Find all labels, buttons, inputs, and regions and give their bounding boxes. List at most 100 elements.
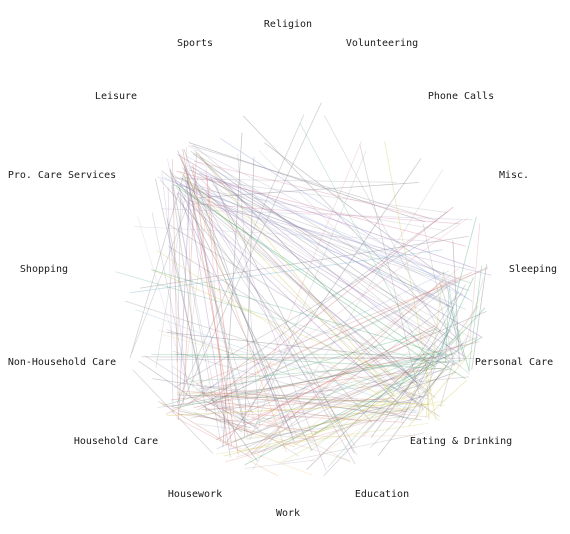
transition-line-housework-household_care xyxy=(207,401,259,429)
transition-line-leisure-work xyxy=(169,169,313,451)
transition-line-personal_care-work xyxy=(306,328,449,470)
transition-line-leisure-education xyxy=(180,158,356,465)
transition-line-eating-household_care xyxy=(216,395,418,411)
transition-line-leisure-nonhousehold_care xyxy=(131,176,199,354)
transition-line-sleeping-personal_care xyxy=(462,278,484,355)
transition-line-leisure-sleeping xyxy=(187,165,468,291)
transition-line-sleeping-household_care xyxy=(165,271,473,415)
transition-line-personal_care-housework xyxy=(244,343,464,449)
transition-line-personal_care-education xyxy=(370,371,445,448)
transition-line-personal_care-work xyxy=(309,332,462,452)
transition-line-leisure-housework xyxy=(183,166,248,435)
transition-line-sleeping-eating xyxy=(415,309,457,420)
transition-line-leisure-nonhousehold_care xyxy=(155,167,191,369)
transition-line-leisure-household_care xyxy=(171,158,180,421)
transition-line-personal_care-housework xyxy=(265,327,437,428)
transition-line-volunteering-eating xyxy=(384,141,437,421)
transition-line-housework-household_care xyxy=(211,398,258,462)
transition-line-personal_care-household_care xyxy=(199,353,454,390)
transition-line-housework-household_care xyxy=(203,406,255,435)
transition-line-sleeping-personal_care xyxy=(442,272,461,337)
transition-line-leisure-personal_care xyxy=(192,144,471,375)
node-label-phone-calls: Phone Calls xyxy=(428,91,494,102)
transition-line-work-housework xyxy=(236,427,295,448)
transition-line-sleeping-personal_care xyxy=(439,281,466,361)
transition-line-religion-personal_care xyxy=(299,123,425,356)
transition-line-leisure-housework xyxy=(192,164,233,447)
transition-line-religion-household_care xyxy=(178,102,322,410)
transition-line-personal_care-education xyxy=(363,362,429,437)
transition-line-leisure-work xyxy=(188,184,298,438)
transition-line-personal_care-eating xyxy=(427,380,467,417)
node-label-personal-care: Personal Care xyxy=(475,357,553,368)
transition-line-leisure-education xyxy=(160,179,372,423)
transition-line-work-household_care xyxy=(186,394,314,439)
transition-line-sleeping-household_care xyxy=(207,266,488,406)
transition-line-leisure-eating xyxy=(199,156,418,383)
transition-line-eating-housework xyxy=(228,394,428,450)
transition-line-eating-nonhousehold_care xyxy=(172,350,405,418)
node-label-religion: Religion xyxy=(264,19,312,30)
node-label-misc: Misc. xyxy=(499,170,529,181)
transition-line-leisure-personal_care xyxy=(177,154,483,338)
transition-line-leisure-eating xyxy=(193,149,428,395)
transition-line-leisure-household_care xyxy=(161,172,187,381)
transition-line-leisure-housework xyxy=(169,168,222,442)
node-label-pro-care-services: Pro. Care Services xyxy=(8,170,116,181)
transition-line-personal_care-eating xyxy=(440,361,454,407)
transition-line-shopping-misc xyxy=(139,235,469,289)
transition-line-personal_care-education xyxy=(378,362,450,456)
transition-lines xyxy=(115,102,492,477)
transition-line-leisure-work xyxy=(177,150,295,442)
transition-line-leisure-personal_care xyxy=(211,183,460,367)
transition-line-sleeping-personal_care xyxy=(448,280,458,350)
transition-line-leisure-sleeping xyxy=(192,184,455,310)
transition-line-leisure-household_care xyxy=(171,184,203,386)
transition-line-leisure-household_care xyxy=(154,178,205,395)
transition-line-leisure-work xyxy=(183,148,285,427)
transition-line-personal_care-household_care xyxy=(205,368,453,412)
transition-line-sleeping-personal_care xyxy=(450,308,470,372)
transition-line-personal_care-nonhousehold_care xyxy=(174,353,448,370)
transition-line-personal_care-housework xyxy=(251,331,434,420)
transition-line-leisure-housework xyxy=(180,197,255,419)
transition-line-housework-household_care xyxy=(178,410,251,429)
transition-line-leisure-housework xyxy=(184,175,231,458)
transition-line-eating-work xyxy=(305,389,432,429)
transition-line-personal_care-household_care xyxy=(162,329,437,406)
transition-line-leisure-sleeping xyxy=(187,145,460,284)
transition-line-leisure-personal_care xyxy=(193,188,480,343)
transition-line-leisure-personal_care xyxy=(180,177,456,366)
transition-line-leisure-housework xyxy=(167,158,223,432)
transition-line-sports-housework xyxy=(237,153,260,427)
transition-line-leisure-housework xyxy=(186,180,245,425)
transition-line-eating-housework xyxy=(246,416,401,440)
transition-line-leisure-education xyxy=(179,182,358,456)
transition-line-leisure-eating xyxy=(195,202,414,379)
node-label-education: Education xyxy=(355,489,409,500)
transition-line-leisure-eating xyxy=(182,167,421,409)
transition-line-personal_care-housework xyxy=(216,325,436,441)
transition-line-personal_care-work xyxy=(313,364,435,435)
transition-line-misc-personal_care xyxy=(422,223,455,366)
transition-line-volunteering-housework xyxy=(249,150,367,440)
transition-line-personal_care-work xyxy=(308,357,431,439)
transition-line-misc-personal_care xyxy=(441,216,477,350)
transition-line-personal_care-household_care xyxy=(190,360,447,419)
transition-line-leisure-misc xyxy=(194,160,431,219)
transition-line-leisure-eating xyxy=(200,178,422,407)
transition-line-eating-household_care xyxy=(166,402,417,417)
transition-line-personal_care-housework xyxy=(266,362,440,423)
transition-line-education-household_care xyxy=(217,401,361,422)
transition-line-eating-housework xyxy=(223,403,426,457)
node-label-eating-drinking: Eating & Drinking xyxy=(410,436,512,447)
transition-line-leisure-personal_care xyxy=(191,166,447,338)
transition-line-sleeping-housework xyxy=(253,292,464,454)
transition-line-work-housework xyxy=(233,445,313,476)
transition-line-leisure-misc xyxy=(174,184,445,231)
transition-line-personal_care-household_care xyxy=(189,359,462,382)
transition-line-work-housework xyxy=(244,459,315,469)
transition-line-personal_care-household_care xyxy=(170,355,443,407)
transition-line-leisure-misc xyxy=(176,170,467,247)
